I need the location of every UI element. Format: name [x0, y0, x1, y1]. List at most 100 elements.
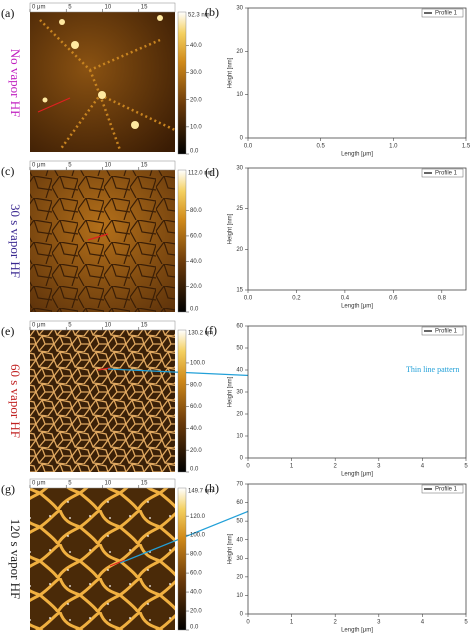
- colorbar-tick-label: 20.0: [190, 284, 202, 290]
- legend-label: Profile 1: [435, 329, 458, 335]
- y-tick-label: 10: [236, 434, 243, 440]
- plot-frame: [247, 7, 467, 139]
- profile-line: [97, 367, 111, 371]
- colorbar-tick-label: 20.0: [190, 97, 202, 103]
- x-tick-label: 4: [421, 464, 425, 470]
- panel-label: (g): [1, 482, 15, 496]
- x-tick-label: 15: [141, 323, 148, 329]
- x-tick-label: 10: [105, 163, 112, 169]
- legend-label: Profile 1: [435, 11, 458, 17]
- condition-label: 60 s vapor HF: [8, 364, 23, 438]
- y-axis-title: Height [nm]: [228, 57, 234, 88]
- colorbar-tick-label: 60.0: [190, 404, 202, 410]
- y-tick-label: 70: [236, 482, 243, 488]
- legend-box: [421, 326, 464, 336]
- y-tick-label: 30: [236, 166, 243, 172]
- afm-image: [30, 488, 175, 630]
- afm-image: [30, 330, 175, 472]
- x-tick-label: 10: [105, 5, 112, 11]
- afm-particles: [42, 15, 163, 129]
- colorbar-tick-label: 0.0: [190, 307, 199, 313]
- x-tick-label: 3: [377, 620, 381, 626]
- profile-line: [87, 233, 109, 241]
- y-tick-label: 30: [236, 6, 243, 12]
- colorbar-tick-label: 20.0: [190, 448, 202, 454]
- colorbar-tick-label: 10.0: [190, 124, 202, 130]
- x-tick-label: 5: [68, 5, 72, 11]
- y-tick-label: 50: [236, 346, 243, 352]
- colorbar-tick-label: 80.0: [190, 208, 202, 214]
- profile-line: [37, 97, 71, 113]
- y-tick-label: 60: [236, 500, 243, 506]
- x-tick-label: 0: [246, 464, 250, 470]
- x-tick-label: 5: [464, 620, 468, 626]
- plot-frame: [247, 483, 467, 615]
- condition-label: No vapor HF: [8, 49, 23, 118]
- y-tick-label: 20: [236, 412, 243, 418]
- x-tick-label: 0.6: [389, 296, 398, 302]
- x-tick-label: 0 μm: [32, 481, 45, 487]
- panel-label: (d): [205, 165, 219, 179]
- x-tick-label: 4: [421, 620, 425, 626]
- x-axis-title: Length [μm]: [341, 628, 373, 634]
- y-axis-title: Height [nm]: [228, 533, 234, 564]
- colorbar-tick-label: 0.0: [190, 467, 199, 473]
- condition-label: 120 s vapor HF: [8, 519, 23, 600]
- x-tick-label: 1: [290, 620, 294, 626]
- x-tick-label: 0.8: [438, 296, 447, 302]
- colorbar-tick-label: 40.0: [190, 590, 202, 596]
- x-tick-label: 5: [68, 481, 72, 487]
- colorbar-tick-label: 60.0: [190, 571, 202, 577]
- annotation: Thin line pattern: [406, 365, 459, 374]
- x-tick-label: 0.2: [292, 296, 301, 302]
- x-tick-label: 5: [464, 464, 468, 470]
- colorbar-tick-label: 20.0: [190, 609, 202, 615]
- x-tick-label: 10: [105, 323, 112, 329]
- y-tick-label: 30: [236, 556, 243, 562]
- y-axis-title: Height [nm]: [228, 213, 234, 244]
- x-tick-label: 0 μm: [32, 323, 45, 329]
- x-tick-label: 1: [290, 464, 294, 470]
- x-tick-label: 1.0: [389, 144, 398, 150]
- x-tick-label: 3: [377, 464, 381, 470]
- y-tick-label: 60: [236, 324, 243, 330]
- y-tick-label: 0: [240, 136, 244, 142]
- panel-label: (b): [205, 5, 219, 19]
- colorbar-tick-label: 100.0: [190, 533, 206, 539]
- colorbar: [177, 329, 187, 473]
- colorbar: [177, 487, 187, 631]
- panel-label: (a): [1, 6, 14, 20]
- colorbar-tick-label: 80.0: [190, 552, 202, 558]
- colorbar-tick-label: 0.0: [190, 625, 199, 631]
- x-tick-label: 2: [334, 620, 338, 626]
- x-tick-label: 15: [141, 163, 148, 169]
- x-tick-label: 0: [246, 620, 250, 626]
- colorbar: [177, 11, 187, 155]
- x-tick-label: 0.4: [341, 296, 350, 302]
- y-tick-label: 40: [236, 368, 243, 374]
- y-axis-title: Height [nm]: [228, 376, 234, 407]
- colorbar-tick-label: 40.0: [190, 43, 202, 49]
- x-tick-label: 0.0: [244, 144, 253, 150]
- legend-label: Profile 1: [435, 171, 458, 177]
- y-tick-label: 40: [236, 537, 243, 543]
- colorbar-tick-label: 60.0: [190, 234, 202, 240]
- colorbar-tick-label: 30.0: [190, 70, 202, 76]
- x-tick-label: 0.5: [316, 144, 325, 150]
- y-tick-label: 20: [236, 49, 243, 55]
- legend-box: [421, 484, 464, 494]
- y-tick-label: 10: [236, 92, 243, 98]
- x-tick-label: 15: [141, 481, 148, 487]
- panel-label: (h): [205, 481, 219, 495]
- x-axis-title: Length [μm]: [341, 472, 373, 478]
- plot-frame: [247, 325, 467, 459]
- condition-label: 30 s vapor HF: [8, 204, 23, 278]
- x-tick-label: 5: [68, 323, 72, 329]
- colorbar-tick-label: 0.0: [190, 149, 199, 155]
- colorbar: [177, 169, 187, 313]
- x-axis-title: Length [μm]: [341, 152, 373, 158]
- plot-frame: [247, 167, 467, 291]
- x-tick-label: 15: [141, 5, 148, 11]
- y-tick-label: 25: [236, 206, 243, 212]
